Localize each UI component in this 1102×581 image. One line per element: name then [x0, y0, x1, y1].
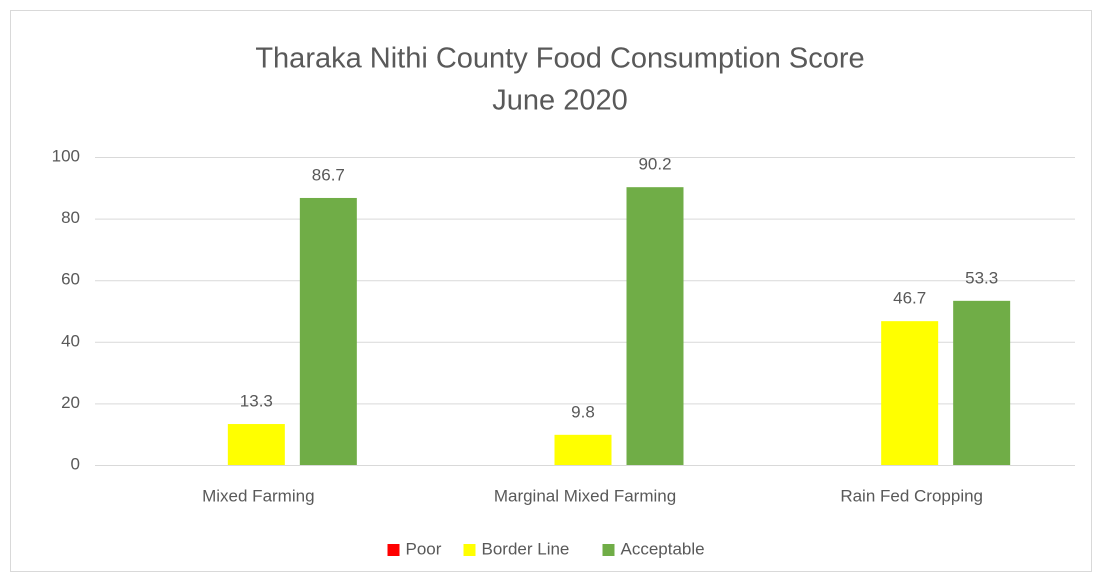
x-tick-label: Mixed Farming — [202, 486, 314, 505]
legend-label: Poor — [406, 539, 442, 558]
bar — [227, 424, 285, 465]
bar — [299, 197, 357, 466]
data-label: 53.3 — [965, 268, 998, 287]
legend-label: Acceptable — [621, 539, 705, 558]
bar — [881, 321, 939, 465]
y-tick-label: 40 — [61, 331, 80, 350]
data-label: 9.8 — [571, 402, 595, 421]
chart-subtitle: June 2020 — [492, 85, 627, 117]
bar — [554, 434, 612, 465]
y-tick-label: 0 — [71, 454, 80, 473]
y-tick-label: 60 — [61, 270, 80, 289]
data-label: 13.3 — [240, 392, 273, 411]
bar — [626, 187, 684, 465]
x-tick-label: Marginal Mixed Farming — [494, 486, 676, 505]
chart-title: Tharaka Nithi County Food Consumption Sc… — [255, 43, 864, 75]
y-tick-label: 20 — [61, 393, 80, 412]
data-label: 46.7 — [893, 289, 926, 308]
legend-swatch — [463, 544, 476, 556]
y-tick-label: 100 — [52, 146, 80, 165]
legend-swatch — [602, 544, 615, 556]
data-label: 90.2 — [638, 155, 671, 174]
chart-border — [10, 10, 1092, 572]
legend-label: Border Line — [482, 539, 570, 558]
bar — [953, 300, 1011, 465]
legend-swatch — [387, 544, 400, 556]
data-label: 86.7 — [312, 165, 345, 184]
x-tick-label: Rain Fed Cropping — [840, 486, 983, 505]
y-tick-label: 80 — [61, 208, 80, 227]
